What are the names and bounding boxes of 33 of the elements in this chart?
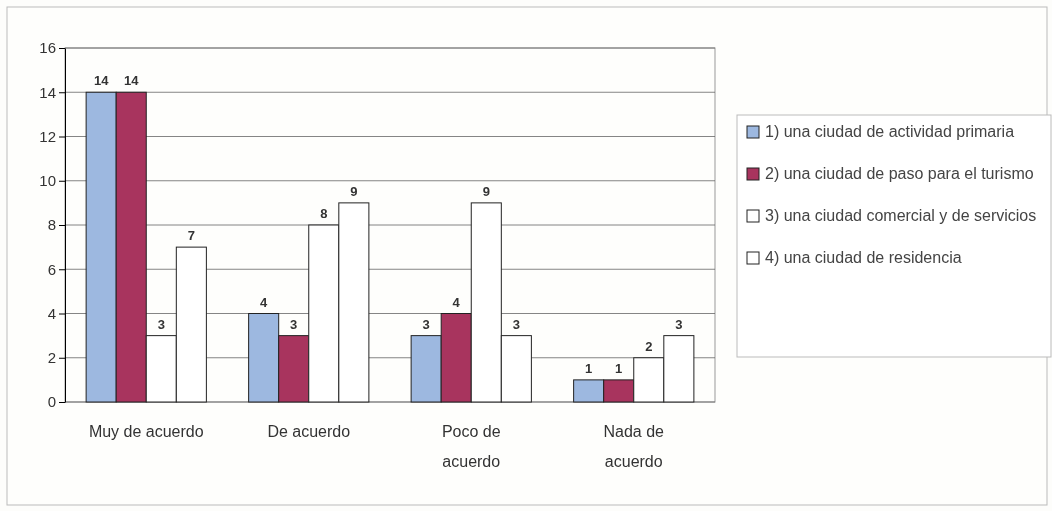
data-label: 1 [585,360,593,376]
data-label: 1 [615,360,623,376]
x-tick-label: Muy de acuerdo [88,423,204,440]
data-label: 3 [422,316,430,332]
y-tick-label: 2 [47,349,56,367]
legend-label: 1) una ciudad de actividad primaria [765,123,1015,140]
legend-label: 4) una ciudad de residencia [765,249,962,266]
y-tick-label: 16 [39,39,56,57]
y-tick-label: 14 [39,83,56,101]
data-label: 3 [675,316,683,332]
y-tick-label: 10 [39,172,56,190]
y-tick-label: 0 [47,393,56,411]
legend-label: 3) una ciudad comercial y de servicios [765,207,1037,224]
data-label: 14 [123,73,140,89]
data-label: 2 [645,338,653,354]
x-tick-label: De acuerdo [267,423,351,440]
data-label: 7 [187,228,195,244]
data-label: 3 [512,316,520,332]
data-label: 8 [320,206,328,221]
data-label: 3 [290,316,298,332]
data-label: 9 [350,183,358,199]
data-label: 4 [260,294,269,310]
x-tick-label: Poco de acuerdo [441,423,501,470]
y-tick-label: 4 [47,304,56,322]
y-tick-label: 12 [39,127,56,145]
legend-label: 2) una ciudad de paso para el turismo [765,165,1034,182]
data-label: 14 [93,73,110,89]
data-label: 3 [157,316,165,332]
data-label: 4 [452,294,461,310]
y-tick-label: 6 [47,260,56,278]
x-tick-label: Nada de acuerdo [603,423,665,470]
data-label: 9 [482,183,490,199]
y-tick-label: 8 [47,216,56,234]
